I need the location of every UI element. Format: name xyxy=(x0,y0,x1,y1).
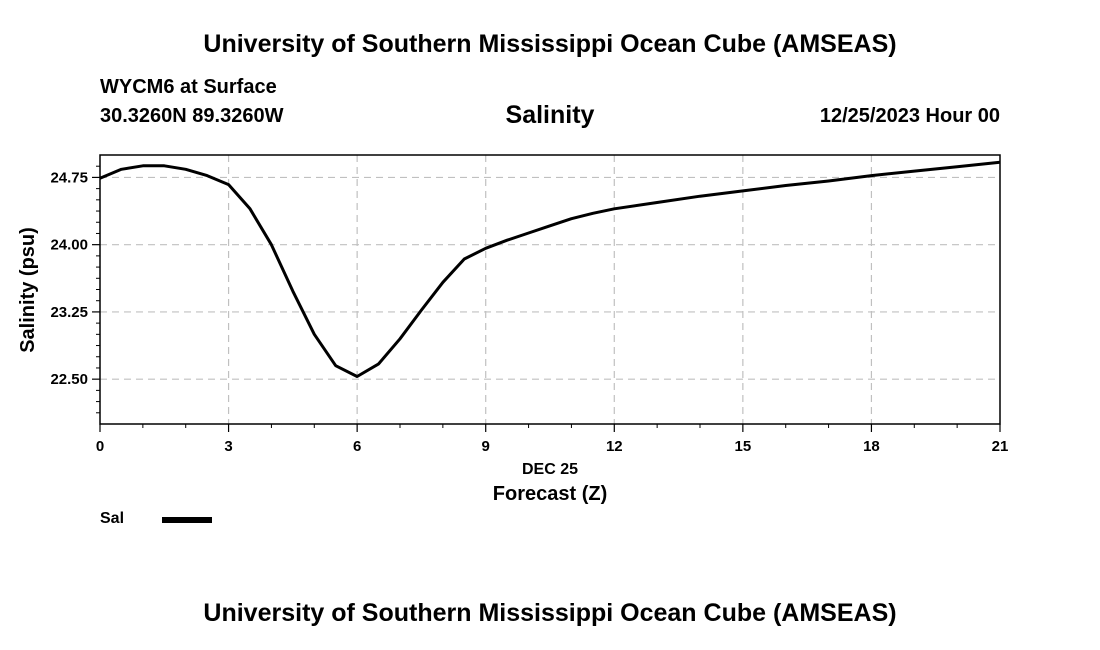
x-tick-label: 3 xyxy=(224,438,232,455)
x-axis-label: Forecast (Z) xyxy=(493,483,607,505)
station-label: WYCM6 at Surface xyxy=(100,76,277,98)
y-axis-label: Salinity (psu) xyxy=(17,227,39,353)
series-line-sal xyxy=(99,160,1001,378)
y-tick-label: 24.75 xyxy=(50,169,88,186)
x-tick-label: 12 xyxy=(606,438,623,455)
x-tick-label: 21 xyxy=(992,438,1009,455)
x-tick-label: 18 xyxy=(863,438,880,455)
coordinates-label: 30.3260N 89.3260W xyxy=(100,105,284,127)
y-tick-label: 23.25 xyxy=(50,304,88,321)
x-axis-date: DEC 25 xyxy=(522,461,578,478)
chart-subtitle: Salinity xyxy=(505,101,595,129)
y-tick-label: 22.50 xyxy=(50,371,88,388)
bottom-title: University of Southern Mississippi Ocean… xyxy=(203,599,897,627)
legend-label-sal: Sal xyxy=(100,510,125,527)
x-tick-label: 15 xyxy=(735,438,752,455)
forecast-datetime: 12/25/2023 Hour 00 xyxy=(819,105,1000,127)
y-tick-label: 24.00 xyxy=(50,237,88,254)
x-tick-label: 6 xyxy=(353,438,361,455)
top-title: University of Southern Mississippi Ocean… xyxy=(203,30,897,58)
x-tick-label: 9 xyxy=(482,438,490,455)
grid-layer xyxy=(100,155,1000,424)
tick-layer: 0 3 6 9 12 15 18 21 22.50 23.25 24.00 24.75 xyxy=(50,165,1009,455)
x-tick-label: 0 xyxy=(96,438,104,455)
plot-frame xyxy=(99,154,1001,425)
legend-swatch-sal xyxy=(162,517,212,523)
